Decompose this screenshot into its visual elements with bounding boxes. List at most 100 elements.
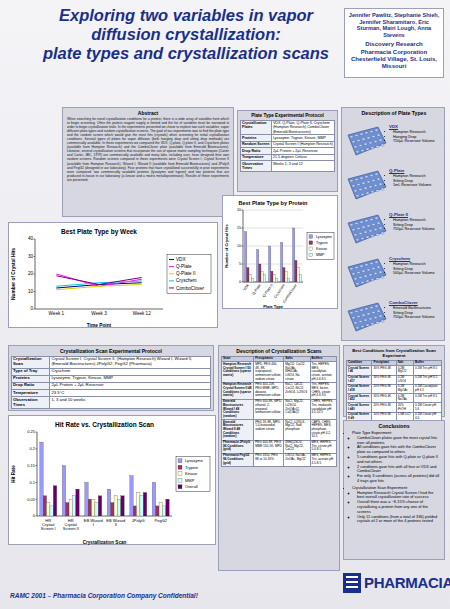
tick-label: 0 bbox=[30, 306, 33, 311]
plate-well bbox=[372, 135, 375, 137]
category-label: EB WizardI bbox=[84, 518, 103, 527]
legend-swatch bbox=[169, 266, 174, 267]
plate-well bbox=[381, 232, 384, 234]
chart: Best Plate Type by Protein05101520VDXQ-P… bbox=[223, 196, 339, 310]
footer: RAMC 2001 – Pharmacia Corporation Compan… bbox=[10, 592, 198, 599]
tick-label: 0 bbox=[33, 513, 36, 518]
plate-line: Sitting Drop bbox=[393, 311, 445, 316]
cell: Hampton Research Crystal Screen II 48 Co… bbox=[222, 382, 254, 399]
plate-image bbox=[344, 299, 388, 335]
bar bbox=[107, 489, 110, 516]
conclusion-point: All conditions gave hits with the ComboC… bbox=[357, 445, 441, 455]
plate-well bbox=[354, 190, 357, 192]
plate-shape bbox=[348, 127, 386, 155]
conclusion-point: Overall there was a ~8-15% chance of cry… bbox=[357, 500, 441, 514]
conclusion-item: Plate Type Experiment:ComboClover plates… bbox=[352, 431, 441, 484]
bar bbox=[43, 496, 46, 516]
plate-well bbox=[365, 264, 368, 266]
plate-well bbox=[350, 312, 353, 314]
plate-well bbox=[362, 270, 365, 272]
plate-line: Hampton Research bbox=[393, 262, 445, 267]
title-block: Exploring two variables in vapordiffusio… bbox=[28, 6, 344, 63]
conclusion-heading: Plate Type Experiment: bbox=[352, 430, 392, 435]
bar bbox=[249, 275, 251, 282]
plate-image bbox=[344, 123, 388, 159]
plate-well bbox=[377, 310, 380, 312]
category-label: Week 1 bbox=[49, 311, 65, 316]
plate-well bbox=[376, 145, 379, 147]
plate-well bbox=[357, 227, 360, 229]
tick-label: 10 bbox=[28, 289, 34, 294]
plate-well bbox=[367, 269, 370, 271]
cell: 0.2M NaOAc bbox=[396, 394, 413, 403]
plate-text: VDXHampton ResearchHanging Drop750µL Res… bbox=[389, 125, 445, 144]
tick-label: 15 bbox=[237, 226, 241, 230]
legend-swatch bbox=[309, 253, 313, 257]
conclusion-point: For only 3 conditions (across all protei… bbox=[357, 474, 441, 484]
plate-well bbox=[360, 265, 363, 267]
plate-well bbox=[359, 144, 362, 146]
logo-icon-bg bbox=[343, 573, 361, 593]
cell: Observation Times bbox=[241, 161, 272, 172]
plate-line: Hanging Drop bbox=[393, 135, 445, 140]
cell: Tris, HEPES, MES, cacodylate, citrate, a… bbox=[310, 362, 336, 382]
row: Hampton Research Crystal Screen I 50 Con… bbox=[222, 362, 337, 382]
cell: Crystal Screen I #40 bbox=[347, 403, 372, 412]
row: Observation TimesWeeks 1, 3 and 12 bbox=[241, 161, 335, 172]
cell: NaCl, Li2SO4, MgCl2, NaK phosphate bbox=[284, 420, 310, 440]
bar bbox=[62, 466, 65, 516]
table: Crystallization ScanCrystal Screen I, Cr… bbox=[11, 356, 211, 410]
plate-well bbox=[366, 148, 369, 150]
category-label: Week 3 bbox=[91, 311, 107, 316]
cell: 20% PEG 8K bbox=[372, 384, 396, 393]
plate-well bbox=[352, 273, 355, 275]
plate-well bbox=[375, 173, 378, 175]
conclusion-sublist: ComboClover plates gave the most crystal… bbox=[352, 436, 441, 484]
plate-well bbox=[362, 314, 365, 316]
row: Crystal Screen I #4020% PEG 4K20% iPrOH0… bbox=[347, 403, 442, 412]
cell: 0.1M Tris pH 8.5 bbox=[414, 366, 442, 375]
plate-well bbox=[356, 151, 359, 153]
plate-well bbox=[350, 224, 353, 226]
plate-well bbox=[355, 266, 358, 268]
plate-well bbox=[381, 144, 384, 146]
plate-well bbox=[357, 183, 360, 185]
category-label-line: Screen I bbox=[41, 526, 56, 531]
cell: Crystal Screen I #6 bbox=[347, 366, 372, 375]
plate-well bbox=[352, 185, 355, 187]
bar bbox=[269, 246, 271, 282]
cell: 2µL Protein + 2µL Reservoir bbox=[50, 382, 211, 389]
conclusion-point: ComboClover plates gave the most crystal… bbox=[357, 436, 441, 446]
cell: Proteins bbox=[12, 375, 50, 382]
plate-name: ComboClover bbox=[389, 301, 445, 306]
chart: Hit Rate vs. Crystallization Scan00.050.… bbox=[9, 416, 217, 546]
cell: (NH4)2SO4, NaCl, MgCl2, CaCl2 bbox=[284, 440, 310, 453]
plate-well bbox=[362, 226, 365, 228]
category-label-line: Week 12 bbox=[133, 311, 151, 316]
bar bbox=[121, 496, 124, 516]
plate-well bbox=[375, 305, 378, 307]
bar bbox=[263, 275, 265, 282]
cell: PEG 400-8K, PEG MME 550-5K, MPD bbox=[254, 440, 284, 453]
plate-well bbox=[376, 233, 379, 235]
plate-well bbox=[365, 220, 368, 222]
plate-well bbox=[364, 319, 367, 321]
plate-well bbox=[366, 280, 369, 282]
category-label-line: PegG2 bbox=[155, 518, 168, 523]
cell: Crystallization Plates bbox=[241, 120, 272, 135]
plate-line: 500µL Reservoir Volume bbox=[393, 271, 445, 276]
plate-well bbox=[352, 141, 355, 143]
plate-well bbox=[354, 322, 357, 324]
plate-well bbox=[377, 222, 380, 224]
bar bbox=[156, 506, 159, 516]
plate-well bbox=[355, 178, 358, 180]
y-axis-label: Number of Crystal Hits bbox=[11, 248, 16, 300]
legend-swatch bbox=[178, 485, 182, 489]
logo-text: PHARMACIA bbox=[364, 574, 450, 591]
series-line bbox=[56, 281, 141, 286]
bar bbox=[137, 492, 140, 516]
plate-well bbox=[375, 129, 378, 131]
plate-well bbox=[365, 308, 368, 310]
bar bbox=[130, 476, 133, 516]
cell: 0.1M Citrate pH 5.6 bbox=[414, 403, 442, 412]
